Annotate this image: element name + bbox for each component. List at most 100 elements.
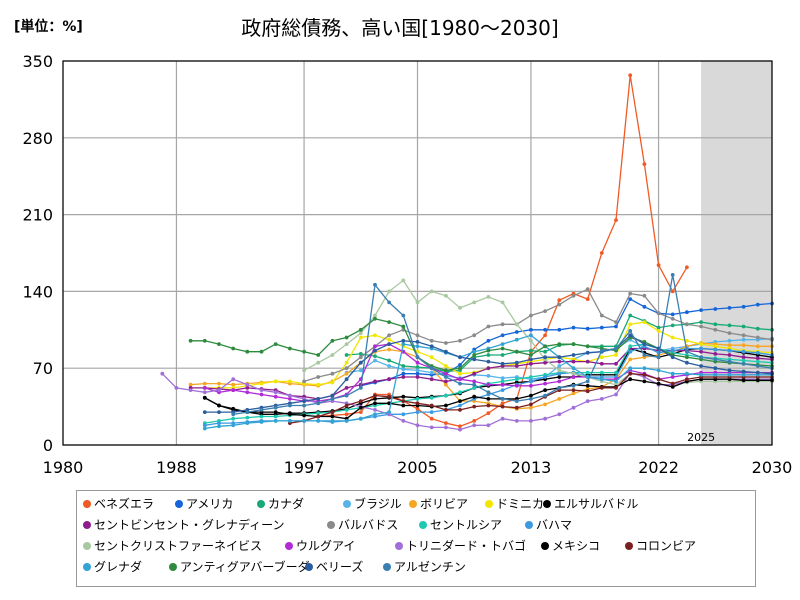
data-point [727,343,732,348]
data-point [259,388,264,392]
legend-label: ウルグアイ [296,539,356,553]
data-point [401,371,406,376]
legend-label: ベネズエラ [94,497,155,511]
data-point [670,385,675,389]
data-point [259,408,264,412]
data-point [642,366,647,371]
data-point [571,325,576,330]
legend-item: メキシコ [541,537,600,554]
data-point [755,335,760,340]
data-point [741,361,746,366]
data-point [614,320,618,324]
data-point [444,364,448,368]
data-point [387,333,391,338]
data-point [231,388,236,392]
x-tick-label: 1980 [43,458,84,477]
data-point [628,349,633,354]
data-point [557,298,562,303]
data-point [202,426,207,431]
data-point [415,397,420,401]
y-tick-label: 350 [22,52,53,71]
forecast-region [701,61,772,445]
data-point [529,405,533,410]
data-point [642,372,647,377]
data-point [628,371,633,376]
data-point [259,392,264,397]
data-point [387,410,391,414]
data-point [571,366,576,371]
data-point [401,375,406,379]
data-point [387,342,391,346]
data-point [486,390,491,395]
legend-label: アメリカ [186,497,234,511]
data-point [741,324,746,329]
legend-item: エルサルバドル [543,495,638,512]
data-point [699,349,703,354]
data-point [642,320,647,324]
data-point [373,358,377,363]
data-point [429,366,434,371]
data-point [571,359,576,364]
data-point [614,386,618,390]
legend-label: グレナダ [94,560,143,574]
data-point [401,394,406,399]
data-point [755,364,760,368]
data-point [387,377,391,382]
data-point [514,405,519,410]
data-point [358,405,363,410]
data-point [472,419,477,423]
data-point [330,380,335,385]
data-point [557,355,562,360]
legend-item: バルバドス [327,516,398,533]
legend-label: ボリビア [420,497,469,511]
data-point [259,381,264,386]
data-point [543,375,547,379]
legend-item: カナダ [257,495,304,512]
data-point [316,397,321,401]
data-point [415,300,420,305]
data-point [571,375,576,379]
data-point [755,370,760,375]
data-point [557,371,562,376]
legend-label: セントクリストファーネイビス [94,539,263,553]
data-point [458,403,462,408]
data-point [373,344,377,349]
data-point [288,379,292,384]
data-point [741,337,746,342]
data-point [713,307,718,311]
data-point [670,289,675,294]
data-point [458,371,462,376]
legend-item: セントクリストファーネイビス [83,537,262,554]
data-point [245,410,250,414]
data-point [415,360,420,365]
legend-marker [83,541,91,550]
data-point [713,327,718,332]
data-point [599,370,604,375]
data-point [245,390,250,395]
legend-marker [257,499,265,508]
data-point [699,346,703,351]
data-point [401,399,406,403]
data-point [656,368,661,373]
data-point [472,371,477,376]
data-point [685,265,689,270]
data-point [444,408,448,412]
data-point [302,419,306,423]
data-point [358,360,363,365]
legend-label: アルゼンチン [394,560,466,574]
data-point [514,383,519,388]
data-point [670,381,675,386]
forecast-label: 2025 [687,431,715,444]
data-point [529,327,533,332]
data-point [316,382,321,387]
legend-label: セントビンセント・グレナディーン [94,518,285,532]
data-point [670,312,675,317]
data-point [713,344,718,349]
data-point [344,386,349,390]
data-point [741,358,746,363]
data-point [529,393,533,398]
data-point [401,419,406,423]
data-point [755,378,760,383]
data-point [231,346,236,351]
data-point [330,371,335,376]
